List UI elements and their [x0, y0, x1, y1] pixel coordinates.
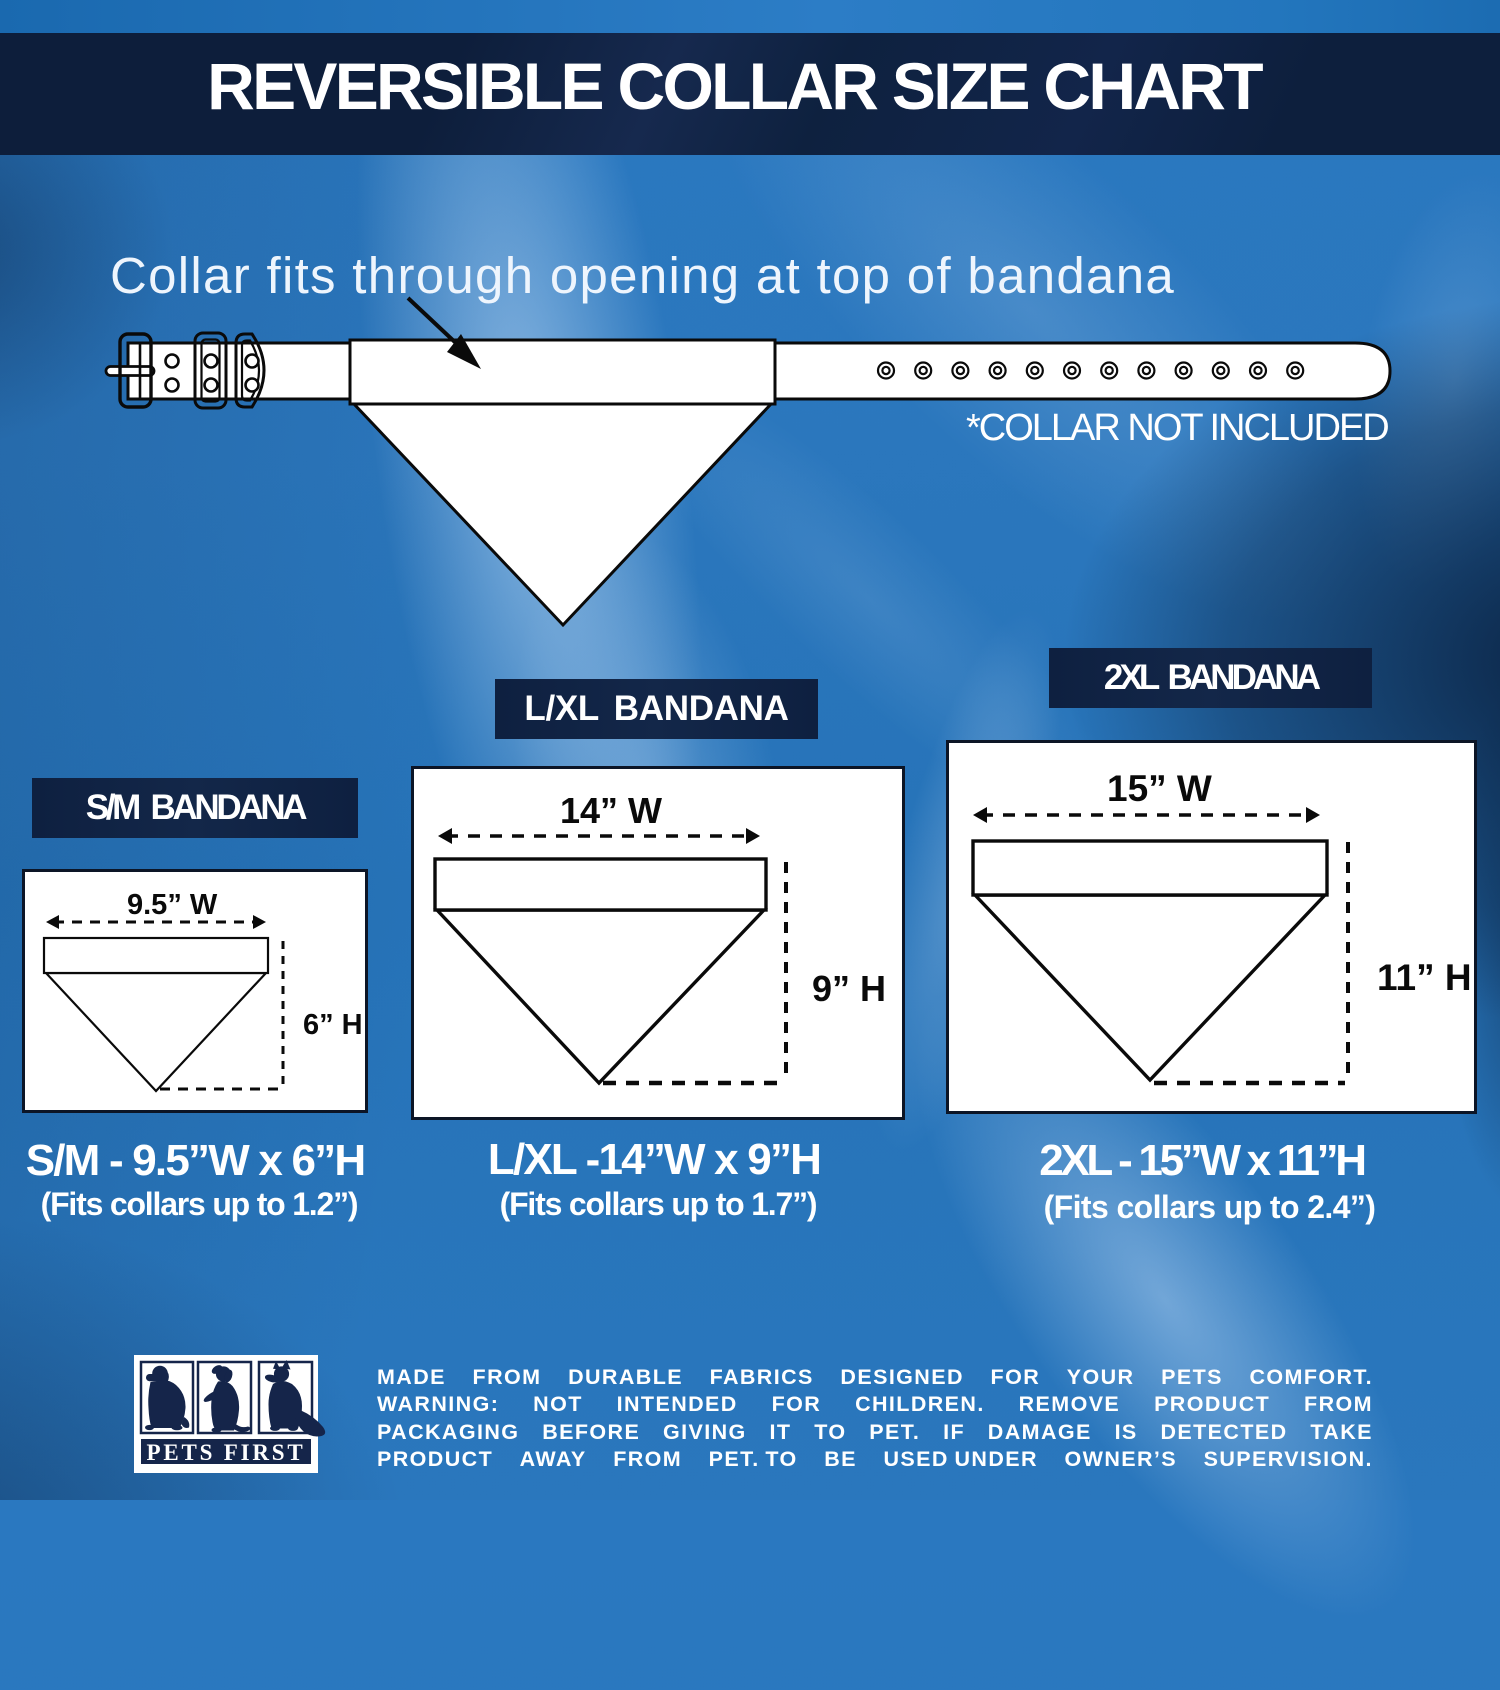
svg-text:14” W: 14” W — [560, 790, 662, 831]
svg-text:9.5” W: 9.5” W — [127, 889, 218, 921]
svg-text:6” H: 6” H — [303, 1009, 363, 1041]
svg-text:PETS FIRST: PETS FIRST — [146, 1440, 305, 1465]
svg-text:15” W: 15” W — [1107, 768, 1212, 809]
svg-text:9” H: 9” H — [812, 968, 886, 1009]
svg-text:11” H: 11” H — [1377, 957, 1472, 998]
